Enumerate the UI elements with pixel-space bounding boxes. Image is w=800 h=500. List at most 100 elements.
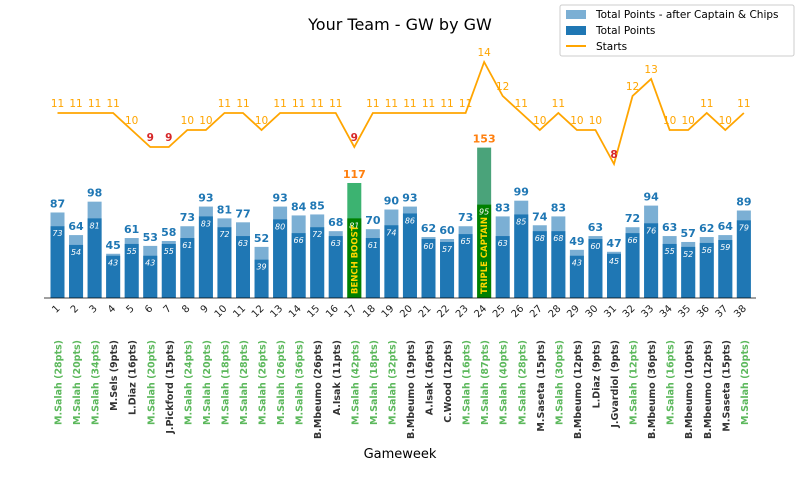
- captain-label: M.Salah (26pts): [276, 340, 287, 425]
- bar-total-points: [310, 227, 325, 298]
- captain-label: M.Saseta (15pts): [721, 340, 732, 432]
- x-tick-label: 37: [714, 303, 731, 320]
- captain-label: M.Salah (26pts): [258, 340, 269, 425]
- bar-total-points: [551, 231, 566, 298]
- x-tick-label: 35: [677, 303, 694, 320]
- x-tick-label: 18: [361, 303, 378, 320]
- bar-total-points: [254, 259, 269, 298]
- starts-label: 12: [496, 81, 509, 93]
- bar-after-captain-label: 64: [718, 220, 734, 233]
- bar-total-points-label: 54: [71, 248, 81, 257]
- bar-after-captain-label: 94: [643, 191, 659, 204]
- bar-total-points: [143, 255, 158, 298]
- captain-label: L.Diaz (16pts): [128, 340, 139, 415]
- captain-label: B.Mbeumo (26pts): [313, 340, 324, 439]
- bar-total-points-label: 39: [256, 263, 266, 272]
- bar-total-points-label: 72: [312, 230, 322, 239]
- starts-label: 11: [51, 98, 64, 110]
- bar-after-captain-label: 85: [310, 199, 325, 212]
- bar-total-points-label: 43: [145, 259, 155, 268]
- bar-total-points-label: 73: [52, 229, 62, 238]
- x-tick-label: 4: [106, 303, 118, 315]
- bar-total-points-label: 45: [609, 257, 619, 266]
- starts-label: 10: [719, 115, 732, 127]
- bar-total-points: [384, 225, 399, 298]
- x-tick-label: 19: [380, 303, 397, 320]
- x-tick-label: 8: [180, 303, 192, 315]
- bar-total-points-label: 76: [646, 226, 656, 235]
- bar-after-captain-label: 81: [217, 203, 232, 216]
- bar-total-points-label: 72: [219, 230, 229, 239]
- x-tick-label: 17: [343, 303, 360, 320]
- captain-label: M.Salah (28pts): [54, 340, 65, 425]
- captain-label: B.Mbeumo (10pts): [684, 340, 695, 439]
- x-tick-label: 27: [528, 303, 545, 320]
- bar-total-points-label: 43: [108, 259, 118, 268]
- captain-label: M.Salah (24pts): [183, 340, 194, 425]
- bar-total-points: [569, 255, 584, 298]
- bar-total-points-label: 80: [275, 222, 285, 231]
- bar-after-captain-label: 74: [532, 210, 548, 223]
- bar-total-points-label: 66: [294, 236, 304, 245]
- legend-label-starts: Starts: [596, 41, 627, 53]
- bar-total-points: [273, 219, 288, 298]
- starts-label: 8: [610, 149, 617, 161]
- x-tick-label: 30: [584, 303, 601, 320]
- bar-total-points-label: 68: [535, 234, 545, 243]
- starts-label: 11: [69, 98, 82, 110]
- starts-label: 14: [477, 47, 491, 59]
- starts-label: 10: [255, 115, 268, 127]
- bar-total-points-label: 85: [516, 217, 526, 226]
- starts-label: 11: [236, 98, 249, 110]
- bar-after-captain-label: 89: [736, 196, 751, 209]
- starts-label: 11: [366, 98, 379, 110]
- x-tick-label: 26: [510, 303, 527, 320]
- captain-label: M.Salah (32pts): [387, 340, 398, 425]
- bar-total-points-label: 55: [127, 247, 137, 256]
- bar-total-points: [328, 236, 343, 298]
- x-tick-label: 12: [250, 303, 267, 320]
- legend-swatch-total-points: [566, 26, 586, 35]
- x-tick-label: 28: [547, 303, 564, 320]
- bar-after-captain-label: 63: [588, 221, 603, 234]
- bar-total-points-label: 63: [238, 239, 248, 248]
- captain-label: M.Salah (42pts): [350, 340, 361, 425]
- captain-label: M.Salah (18pts): [369, 340, 380, 425]
- bar-after-captain-label: 90: [384, 195, 400, 208]
- captain-label: M.Salah (30pts): [554, 340, 565, 425]
- x-tick-label: 38: [732, 303, 749, 320]
- bar-total-points: [347, 218, 362, 298]
- bar-total-points: [69, 244, 84, 298]
- bar-total-points-label: 63: [498, 239, 508, 248]
- bar-after-captain-label: 62: [699, 222, 714, 235]
- x-tick-label: 7: [162, 303, 174, 315]
- bar-total-points: [87, 218, 102, 298]
- captain-label: B.Mbeumo (36pts): [647, 340, 658, 439]
- chart-title: Your Team - GW by GW: [307, 15, 492, 34]
- bar-total-points: [291, 233, 306, 298]
- bar-after-captain-label: 52: [254, 232, 269, 245]
- x-tick-label: 14: [287, 303, 304, 320]
- captain-label: B.Mbeumo (12pts): [573, 340, 584, 439]
- bar-after-captain-label: 72: [625, 212, 640, 225]
- legend-swatch-after-captain: [566, 10, 586, 19]
- bar-total-points: [440, 241, 455, 298]
- bar-after-captain-label: 117: [343, 168, 366, 181]
- starts-label: 11: [88, 98, 101, 110]
- x-tick-label: 24: [472, 303, 489, 320]
- bar-after-captain-label: 53: [143, 231, 158, 244]
- captain-label: A.Isak (16pts): [425, 340, 436, 415]
- x-tick-label: 16: [324, 303, 341, 320]
- bar-total-points-label: 79: [739, 223, 749, 232]
- starts-label: 9: [351, 132, 358, 144]
- x-axis-title: Gameweek: [364, 447, 437, 462]
- bar-total-points: [532, 231, 547, 298]
- bar-total-points-label: 63: [331, 239, 341, 248]
- starts-label: 11: [552, 98, 565, 110]
- starts-label: 10: [181, 115, 194, 127]
- bar-after-captain-label: 73: [458, 211, 473, 224]
- bar-total-points-label: 65: [461, 237, 471, 246]
- starts-label: 13: [644, 64, 657, 76]
- bar-total-points-label: 43: [572, 259, 582, 268]
- starts-label: 11: [329, 98, 342, 110]
